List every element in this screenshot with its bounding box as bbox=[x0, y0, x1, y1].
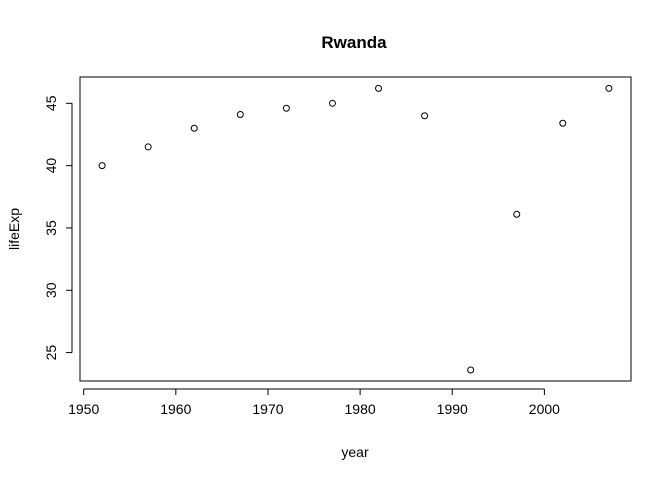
data-point bbox=[559, 119, 567, 127]
y-tick-label: 30 bbox=[43, 282, 59, 298]
x-tick-label: 1960 bbox=[160, 401, 191, 417]
data-point bbox=[98, 162, 106, 170]
x-tick-label: 2000 bbox=[529, 401, 560, 417]
plot-area-border bbox=[79, 76, 632, 382]
data-point bbox=[467, 366, 475, 374]
y-tick-label: 45 bbox=[43, 95, 59, 111]
x-tick-label: 1980 bbox=[345, 401, 376, 417]
x-tick-label: 1950 bbox=[68, 401, 99, 417]
data-points bbox=[98, 84, 613, 374]
y-tick-label: 35 bbox=[43, 220, 59, 236]
chart-title: Rwanda bbox=[321, 33, 387, 52]
data-point bbox=[605, 84, 613, 92]
data-point bbox=[375, 84, 383, 92]
x-tick-label: 1990 bbox=[437, 401, 468, 417]
y-tick-label: 40 bbox=[43, 158, 59, 174]
data-point bbox=[144, 143, 152, 151]
y-tick-label: 25 bbox=[43, 345, 59, 361]
data-point bbox=[513, 210, 521, 218]
y-axis: 25 30 35 40 45 bbox=[43, 95, 73, 361]
x-tick-label: 1970 bbox=[252, 401, 283, 417]
data-point bbox=[421, 112, 429, 120]
data-point bbox=[236, 111, 244, 119]
data-point bbox=[328, 99, 336, 107]
x-axis: 1950 1960 1970 1980 1990 2000 bbox=[68, 388, 560, 417]
data-point bbox=[190, 124, 198, 132]
x-axis-label: year bbox=[341, 444, 369, 460]
data-point bbox=[282, 104, 290, 112]
y-axis-label: lifeExp bbox=[6, 208, 22, 250]
